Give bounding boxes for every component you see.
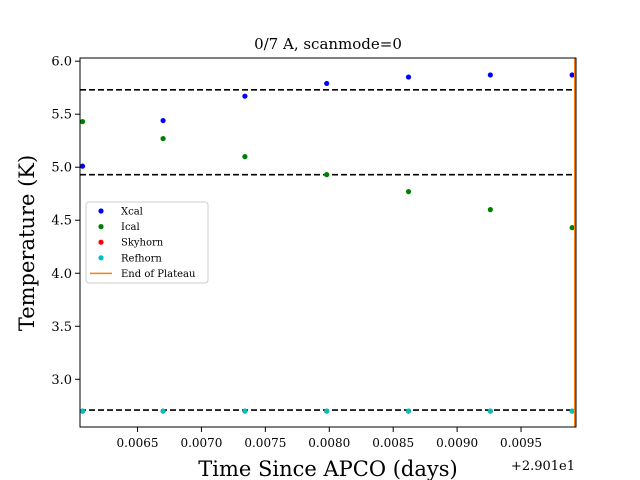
y-tick-label: 3.0 <box>51 373 72 388</box>
legend-swatch <box>98 224 104 230</box>
x-tick-label: 0.0090 <box>436 436 478 450</box>
y-axis-label: Temperature (K) <box>15 155 39 331</box>
plot-area <box>80 58 576 427</box>
point-xcal <box>242 93 248 99</box>
point-ical <box>569 225 575 231</box>
y-tick-label: 3.5 <box>51 320 72 335</box>
x-tick-label: 0.0070 <box>180 436 222 450</box>
x-tick-label: 0.0095 <box>500 436 542 450</box>
plot-frame <box>79 57 577 428</box>
legend-box <box>85 201 209 284</box>
legend-label: Skyhorn <box>121 238 164 249</box>
point-ical <box>80 119 86 125</box>
y-tick-label: 5.0 <box>51 161 72 176</box>
point-ical <box>324 172 330 178</box>
point-refhorn <box>324 408 330 414</box>
y-tick-label: 4.5 <box>51 214 72 229</box>
point-xcal <box>405 74 412 80</box>
point-refhorn <box>405 408 412 414</box>
chart-title: 0/7 A, scanmode=0 <box>254 35 402 53</box>
x-tick-label: 0.0065 <box>117 436 159 450</box>
point-xcal <box>80 163 86 169</box>
legend-swatch <box>98 208 104 214</box>
point-xcal <box>487 72 493 78</box>
legend: Xcal Ical Skyhorn Refhorn End of Plateau <box>85 201 209 284</box>
point-ical <box>160 135 166 142</box>
x-tick-label: 0.0075 <box>244 436 286 450</box>
x-tick-label: 0.0080 <box>308 436 350 450</box>
point-refhorn <box>242 408 248 414</box>
point-xcal <box>569 72 575 78</box>
point-xcal <box>160 117 166 124</box>
x-tick-label: 0.0085 <box>372 436 414 450</box>
point-refhorn <box>160 408 166 414</box>
point-ical <box>242 154 248 160</box>
point-refhorn <box>80 408 86 414</box>
y-tick-label: 5.5 <box>51 108 72 123</box>
legend-label: Ical <box>121 222 140 233</box>
legend-label: End of Plateau <box>121 269 196 280</box>
point-ical <box>405 189 412 195</box>
legend-label: Xcal <box>121 207 143 218</box>
y-tick-label: 4.0 <box>51 267 72 282</box>
legend-swatch <box>98 255 104 261</box>
legend-swatch <box>98 239 104 245</box>
point-refhorn <box>569 408 575 414</box>
point-ical <box>487 207 493 213</box>
point-refhorn <box>487 408 493 414</box>
point-xcal <box>324 80 330 87</box>
legend-label: Refhorn <box>121 253 162 264</box>
x-offset-label: +2.901e1 <box>511 459 575 474</box>
x-axis-label: Time Since APCO (days) <box>198 457 457 480</box>
y-tick-label: 6.0 <box>51 55 72 70</box>
